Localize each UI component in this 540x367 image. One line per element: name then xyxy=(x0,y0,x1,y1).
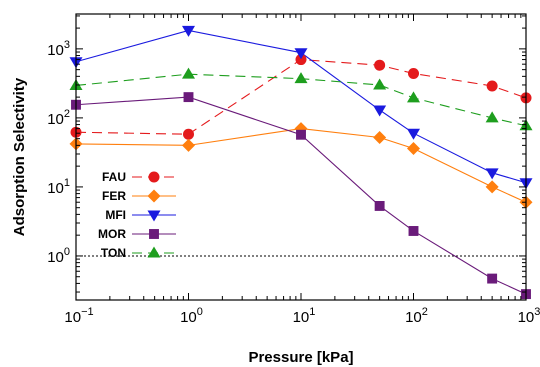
data-point-fer xyxy=(182,138,195,152)
data-point-mfi xyxy=(182,25,195,37)
legend-marker-ton xyxy=(147,246,161,258)
series-lines-layer xyxy=(75,29,527,295)
data-point-mor xyxy=(487,273,498,284)
x-tick-label: 100 xyxy=(180,306,203,326)
data-point-mor xyxy=(408,226,419,236)
legend-label-fer: FER xyxy=(102,189,126,203)
data-point-ton xyxy=(294,72,308,84)
data-point-mor xyxy=(374,201,385,211)
legend-label-fau: FAU xyxy=(102,170,126,184)
x-tick-label: 101 xyxy=(293,306,316,326)
data-point-fau xyxy=(295,54,307,66)
legend-marker-mor xyxy=(149,229,159,239)
data-point-mfi xyxy=(373,105,387,117)
data-point-fau xyxy=(408,67,419,79)
y-tick-label: 101 xyxy=(47,177,70,197)
data-point-fau xyxy=(486,80,498,92)
legend-label-ton: TON xyxy=(101,246,126,260)
x-tick-label: 10−1 xyxy=(64,306,93,326)
data-point-fer xyxy=(485,180,499,194)
data-point-mfi xyxy=(407,128,420,140)
legend: FAU FER MFI MOR TON xyxy=(98,170,176,260)
legend-marker-fau xyxy=(148,171,160,183)
data-point-ton xyxy=(182,67,195,79)
x-axis-label: Pressure [kPa] xyxy=(248,349,353,366)
data-point-mor xyxy=(183,92,194,103)
legend-label-mfi: MFI xyxy=(105,208,126,222)
data-point-ton xyxy=(407,91,420,103)
data-point-fer xyxy=(373,130,387,144)
data-point-fau xyxy=(183,128,194,140)
x-tick-label: 102 xyxy=(405,306,428,326)
y-tick-label: 102 xyxy=(47,108,70,128)
data-point-mfi xyxy=(294,48,308,60)
data-point-ton xyxy=(485,111,499,123)
y-tick-label: 100 xyxy=(47,246,70,266)
y-axis-label: Adsorption Selectivity xyxy=(11,77,28,236)
y-tick-label: 103 xyxy=(47,39,70,59)
legend-label-mor: MOR xyxy=(98,227,126,241)
legend-marker-mfi xyxy=(147,210,161,222)
x-tick-label: 103 xyxy=(518,306,540,326)
data-point-mor xyxy=(296,129,306,140)
data-point-mfi xyxy=(485,168,499,180)
data-point-fau xyxy=(374,59,386,71)
data-point-ton xyxy=(373,78,387,90)
legend-marker-fer xyxy=(147,189,161,203)
axis-ticks-layer: 10−1 100 101 102 103 100 101 102 103 xyxy=(47,14,540,326)
series-markers-layer xyxy=(69,25,533,300)
data-point-fer xyxy=(407,142,420,156)
